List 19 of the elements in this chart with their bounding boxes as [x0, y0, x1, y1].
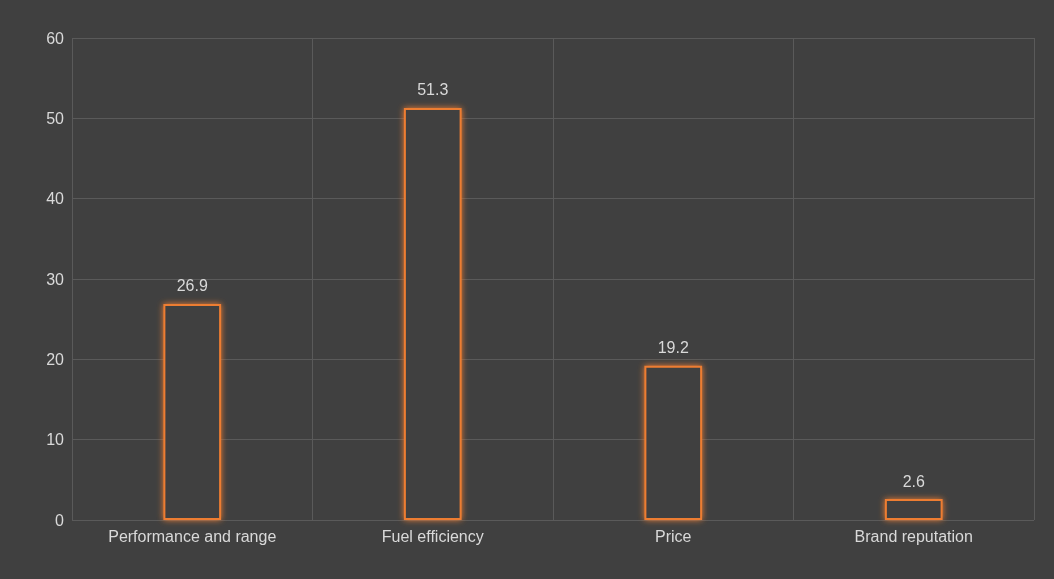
x-tick-label: Fuel efficiency [381, 527, 484, 545]
y-tick-label: 30 [46, 270, 65, 288]
data-label: 26.9 [176, 277, 208, 295]
bar [884, 499, 943, 520]
bar [644, 365, 703, 520]
y-tick-label: 0 [55, 511, 65, 529]
x-tick-label: Brand reputation [854, 527, 973, 545]
y-tick-label: 60 [46, 29, 65, 47]
bar [163, 303, 222, 520]
x-tick-label: Performance and range [108, 527, 277, 545]
data-label: 19.2 [657, 339, 689, 357]
x-tick-label: Price [655, 527, 692, 545]
data-label: 51.3 [417, 81, 449, 99]
data-label: 2.6 [902, 472, 925, 490]
bar [403, 107, 462, 520]
y-tick-label: 40 [46, 190, 65, 208]
y-tick-label: 20 [46, 350, 65, 368]
y-tick-label: 10 [46, 431, 65, 449]
y-tick-label: 50 [46, 109, 65, 127]
